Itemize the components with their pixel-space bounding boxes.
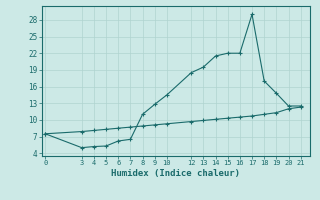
X-axis label: Humidex (Indice chaleur): Humidex (Indice chaleur) bbox=[111, 169, 241, 178]
